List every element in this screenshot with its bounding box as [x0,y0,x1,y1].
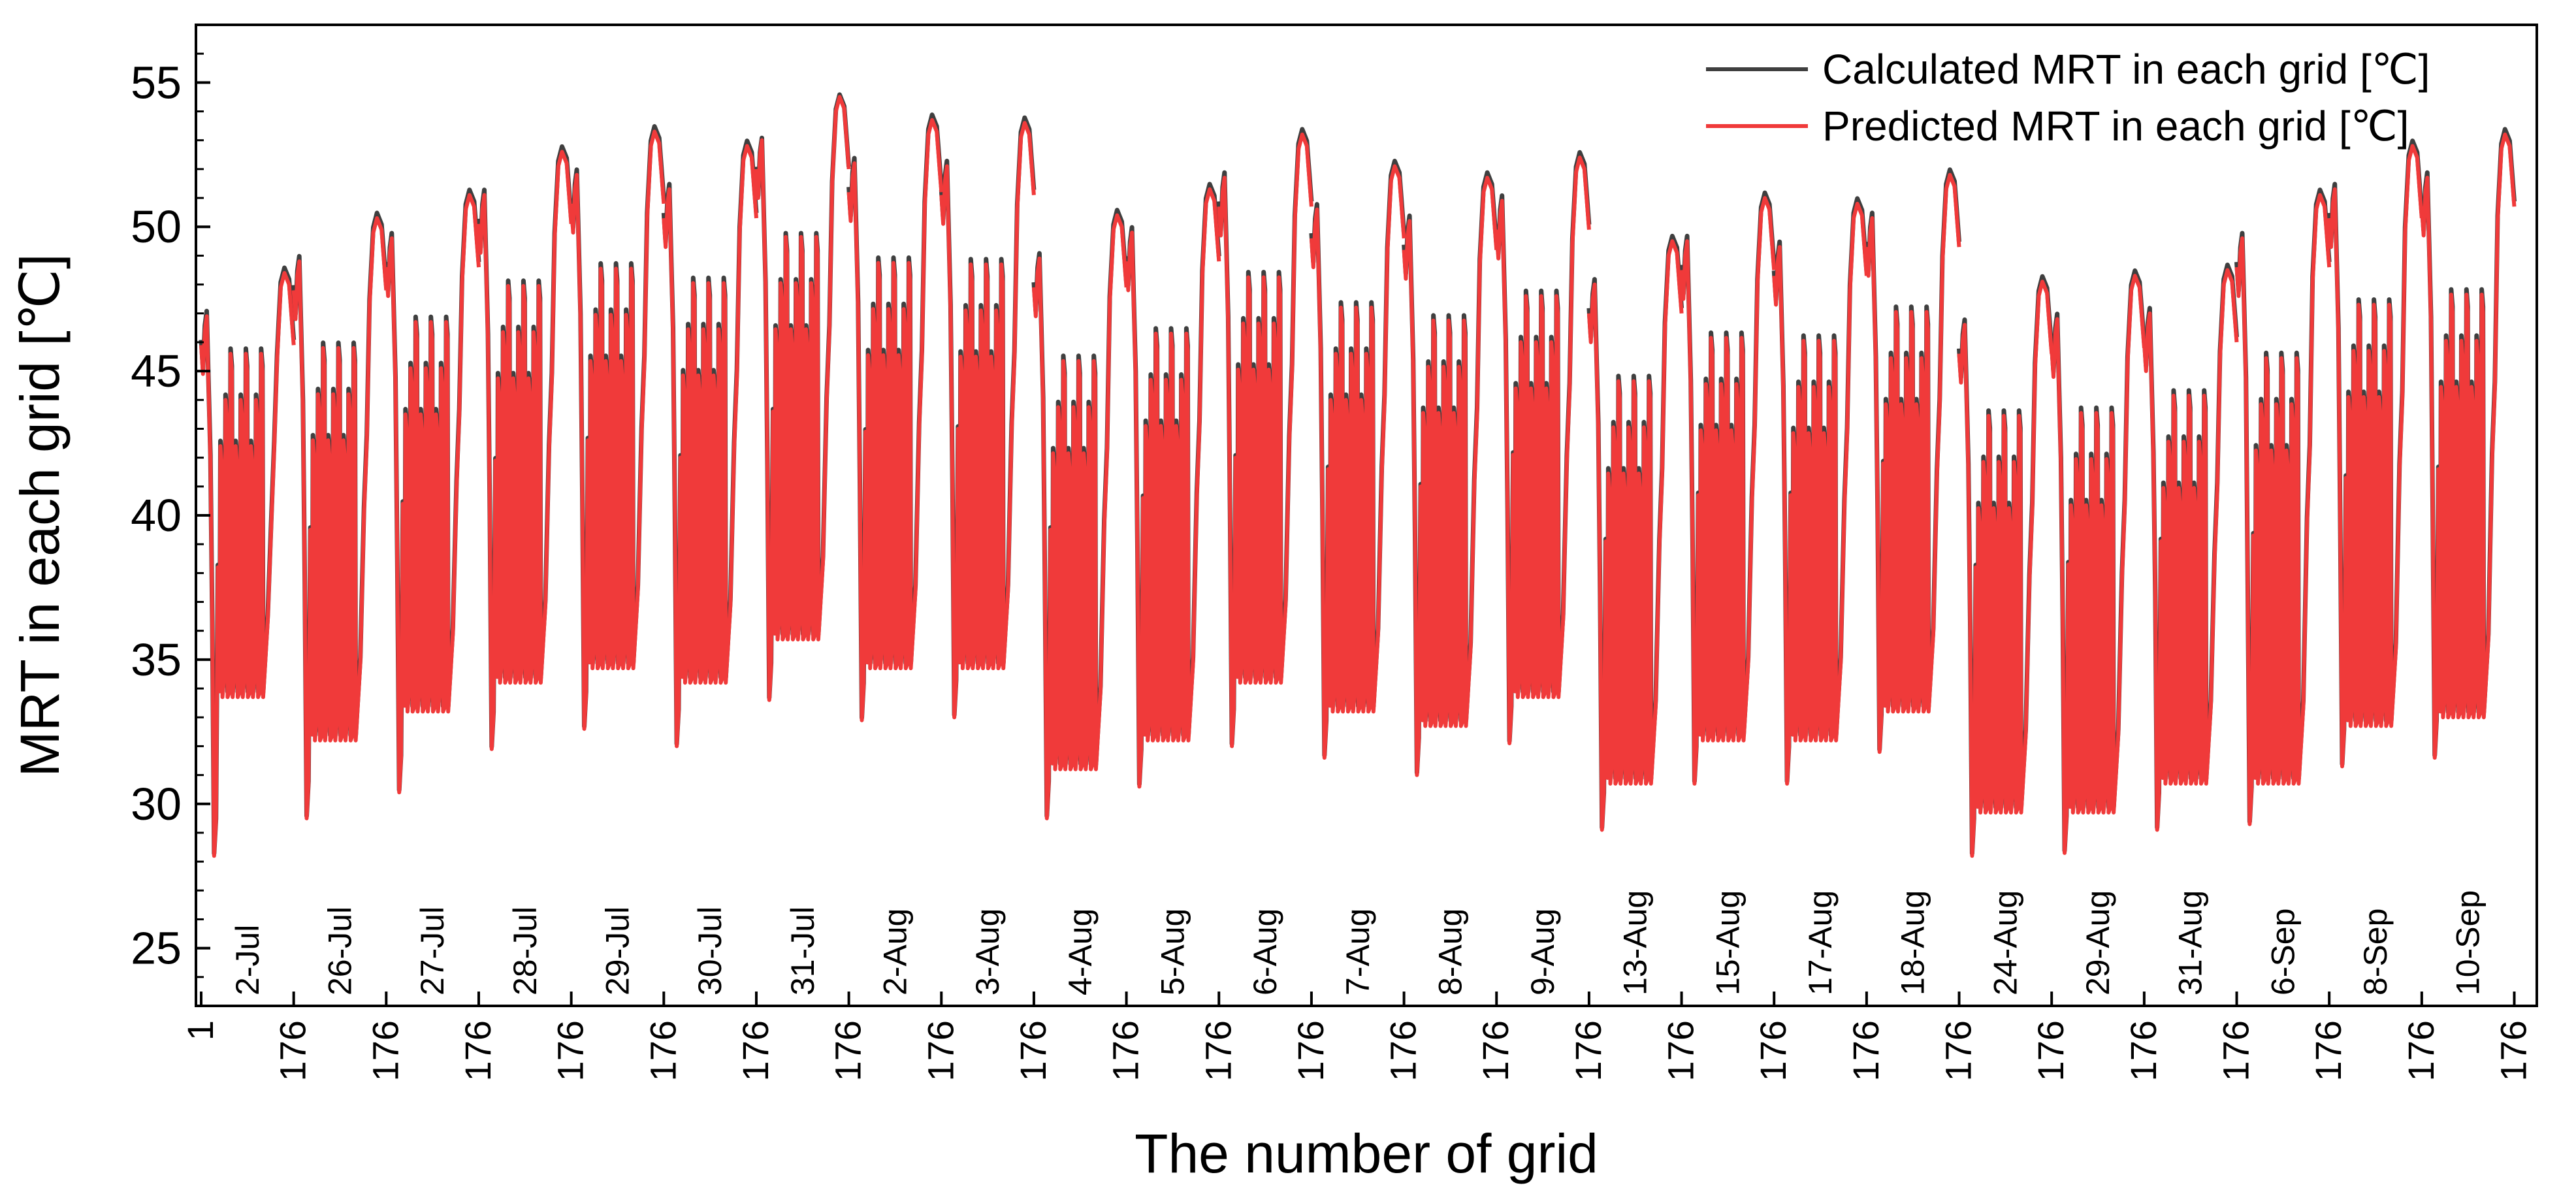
x-tick-label: 176 [1197,1020,1238,1081]
day-label: 24-Aug [1987,890,2023,995]
day-label: 8-Aug [1432,909,1468,995]
series-predicted-day-segment [662,144,758,749]
series-predicted-day-segment [1494,155,1591,745]
x-tick-label: 176 [272,1020,314,1081]
series-predicted-day-segment [2327,144,2424,769]
y-tick-label: 50 [131,201,182,252]
x-tick-label: 176 [550,1020,591,1081]
x-tick-label: 176 [1475,1020,1516,1081]
series-predicted-day-segment [1309,164,1406,760]
day-label: 29-Aug [2080,890,2116,995]
series-predicted-day-segment [2234,193,2332,826]
y-tick-label: 35 [131,634,182,685]
series-predicted-day-segment [291,216,389,820]
y-tick-label: 40 [131,490,182,541]
x-tick-label: 176 [1660,1020,1701,1081]
x-tick-label: 176 [2308,1020,2349,1081]
series-predicted-day-segment [1124,187,1221,789]
day-label: 5-Aug [1154,909,1191,995]
series-predicted-day-segment [754,95,851,702]
y-axis-title: MRT in each grid [℃] [9,254,71,777]
series-predicted-day-segment [1772,201,1869,786]
x-tick-label: 176 [2493,1020,2534,1081]
day-label: 27-Jul [414,907,451,995]
series-predicted-day-segment [1217,132,1313,749]
day-label: 29-Jul [599,907,636,995]
x-tick-label: 176 [1568,1020,1609,1081]
day-labels: 2-Jul 26-Jul 27-Jul 28-Jul 29-Jul 30-Jul 31-Ju… [229,890,2487,995]
series-predicted-day-segment [846,118,944,722]
series-predicted-day-segment [477,150,573,751]
x-tick-label: 176 [828,1020,869,1081]
day-label: 10-Sep [2450,890,2487,995]
legend: Calculated MRT in each grid [℃] Predicte… [1706,46,2430,150]
series-predicted-day-segment [199,270,296,858]
x-tick-label: 176 [1012,1020,1054,1081]
x-tick-label: 176 [2400,1020,2441,1081]
day-label: 3-Aug [969,909,1006,995]
x-tick-label: 176 [364,1020,406,1081]
day-label: 15-Aug [1709,890,1746,995]
x-tick-label: 176 [1752,1020,1794,1081]
legend-label-predicted: Predicted MRT in each grid [℃] [1822,103,2409,150]
day-label: 13-Aug [1617,890,1654,995]
series-predicted-day-segment [2050,274,2146,855]
series-predicted-day-segment [939,121,1036,720]
y-axis: 25 30 35 40 45 50 55 [131,24,210,1007]
series-predicted-day-segment [569,129,666,731]
day-label: 6-Aug [1247,909,1283,995]
x-tick-label: 176 [2123,1020,2164,1081]
x-axis: 1 176 176 176 176 176 176 176 176 176 176 176 176 176… [180,992,2534,1081]
x-tick-label: 176 [1938,1020,1979,1081]
y-tick-label: 30 [131,779,182,830]
day-label: 28-Jul [507,907,543,995]
day-label: 7-Aug [1340,909,1376,995]
day-label: 8-Sep [2357,909,2394,995]
x-tick-label: 176 [1845,1020,1886,1081]
legend-label-calculated: Calculated MRT in each grid [℃] [1822,46,2430,93]
day-label: 30-Jul [692,907,728,995]
day-label: 6-Sep [2264,909,2301,995]
series-predicted-day-segment [2419,132,2517,760]
series-predicted-day-segment [1402,176,1499,777]
x-tick-label: 176 [1383,1020,1424,1081]
day-label: 4-Aug [1062,909,1099,995]
day-label: 17-Aug [1802,890,1839,995]
day-label: 31-Aug [2172,890,2209,995]
x-tick-label: 1 [180,1020,221,1041]
day-label: 9-Aug [1524,909,1561,995]
y-tick-label: 45 [131,346,182,396]
x-tick-label: 176 [920,1020,961,1081]
day-label: 31-Jul [784,907,821,995]
day-label: 2-Jul [229,925,266,995]
x-tick-label: 176 [2215,1020,2257,1081]
series-predicted-day-segment [1957,280,2054,858]
x-tick-label: 176 [735,1020,776,1081]
series-predicted-day-segment [2142,268,2239,832]
series-predicted-day-segment [1864,172,1961,754]
series-predicted-day-segment [1586,239,1684,832]
x-tick-label: 176 [1290,1020,1331,1081]
x-tick-label: 176 [642,1020,683,1081]
x-tick-label: 176 [1105,1020,1146,1081]
day-label: 18-Aug [1895,890,1931,995]
y-tick-label: 25 [131,923,182,974]
x-tick-label: 176 [2030,1020,2071,1081]
day-label: 2-Aug [877,909,913,995]
series-predicted-day-segment [384,193,481,795]
series-layer [199,92,2517,858]
x-axis-title: The number of grid [1135,1123,1598,1184]
x-tick-label: 176 [457,1020,498,1081]
series-predicted-day-segment [1031,213,1129,820]
y-tick-label: 55 [131,57,182,108]
day-label: 26-Jul [321,907,358,995]
series-predicted-day-segment [1679,196,1777,786]
